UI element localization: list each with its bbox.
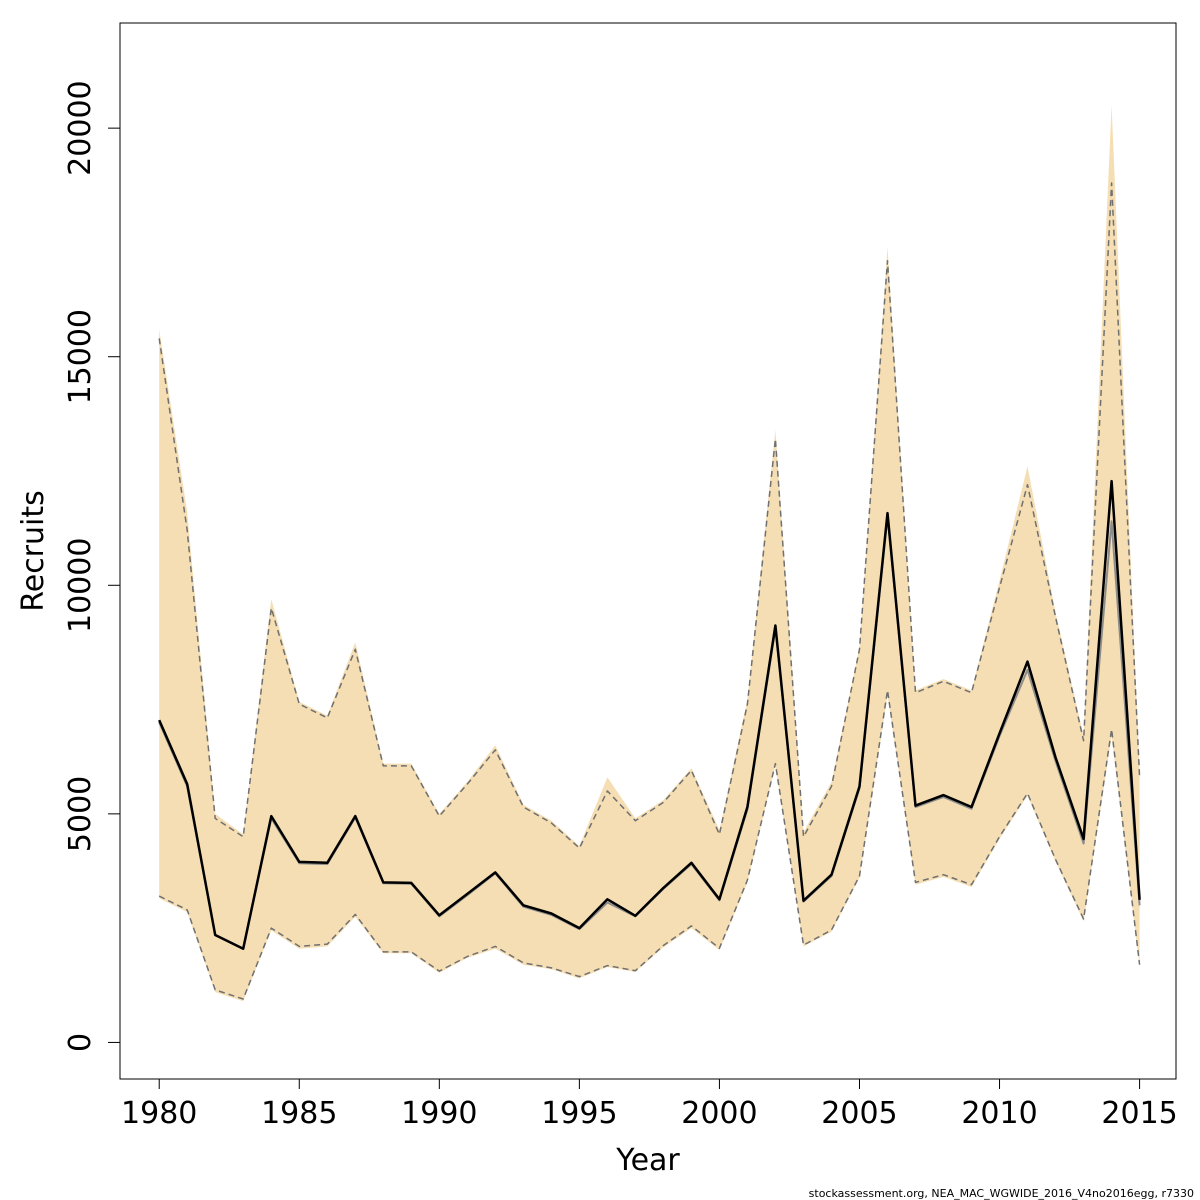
series-line-estimate bbox=[158, 479, 1141, 950]
confidence-band-layer bbox=[159, 105, 1140, 1002]
x-tick-label-1995: 1995 bbox=[541, 1096, 617, 1131]
y-tick-label-20000: 20000 bbox=[63, 80, 98, 175]
x-tick-label-2010: 2010 bbox=[961, 1096, 1037, 1131]
series-line-upper-bound bbox=[158, 182, 1141, 849]
y-tick-label-5000: 5000 bbox=[63, 776, 98, 852]
series-layer bbox=[158, 182, 1141, 1000]
x-tick-label-1980: 1980 bbox=[121, 1096, 197, 1131]
y-tick-label-0: 0 bbox=[63, 1033, 98, 1052]
y-tick-label-10000: 10000 bbox=[63, 538, 98, 633]
x-tick-label-1990: 1990 bbox=[401, 1096, 477, 1131]
x-tick-label-2005: 2005 bbox=[821, 1096, 897, 1131]
series-line-lower-bound bbox=[158, 689, 1141, 1000]
source-footnote: stockassessment.org, NEA_MAC_WGWIDE_2016… bbox=[809, 1187, 1194, 1200]
x-tick-label-2015: 2015 bbox=[1101, 1096, 1177, 1131]
x-axis-title: Year bbox=[615, 1143, 680, 1178]
y-axis: 0 5000 10000 15000 20000 bbox=[63, 80, 120, 1052]
x-axis: 1980 1985 1990 1995 2000 2005 2010 2015 bbox=[121, 1079, 1178, 1131]
x-tick-label-2000: 2000 bbox=[681, 1096, 757, 1131]
x-tick-label-1985: 1985 bbox=[261, 1096, 337, 1131]
y-axis-title: Recruits bbox=[16, 490, 51, 612]
y-tick-label-15000: 15000 bbox=[63, 309, 98, 404]
plot-frame bbox=[119, 22, 1177, 1080]
confidence-band bbox=[159, 105, 1140, 1002]
